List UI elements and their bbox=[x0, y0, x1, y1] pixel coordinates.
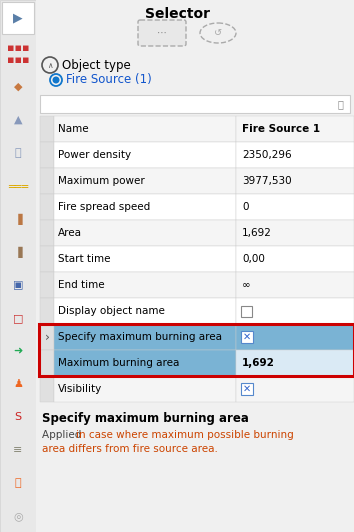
Text: ═══: ═══ bbox=[8, 181, 28, 191]
Text: Display object name: Display object name bbox=[58, 306, 165, 316]
Bar bbox=[40, 220, 54, 246]
Text: ≡: ≡ bbox=[13, 445, 23, 455]
Text: End time: End time bbox=[58, 280, 105, 290]
Bar bbox=[54, 246, 236, 272]
Bar bbox=[54, 298, 236, 324]
Bar bbox=[40, 272, 54, 298]
Text: ↺: ↺ bbox=[214, 28, 222, 38]
Text: ⌒: ⌒ bbox=[15, 148, 21, 158]
Text: 0,00: 0,00 bbox=[242, 254, 265, 264]
Text: ▐: ▐ bbox=[14, 213, 22, 225]
Bar bbox=[236, 376, 354, 402]
Text: 2350,296: 2350,296 bbox=[242, 150, 292, 160]
Bar bbox=[236, 168, 354, 194]
Text: ∧: ∧ bbox=[47, 61, 53, 70]
Text: in case where maximum possible burning: in case where maximum possible burning bbox=[76, 430, 294, 440]
Bar bbox=[40, 246, 54, 272]
Bar bbox=[236, 246, 354, 272]
Text: ◆: ◆ bbox=[14, 82, 22, 92]
Text: ▪▪▪
▪▪▪: ▪▪▪ ▪▪▪ bbox=[7, 43, 29, 65]
FancyBboxPatch shape bbox=[138, 20, 186, 46]
Text: Object type: Object type bbox=[62, 59, 131, 71]
Bar bbox=[54, 376, 236, 402]
Text: S: S bbox=[15, 412, 22, 422]
Text: 1,692: 1,692 bbox=[242, 358, 275, 368]
Text: Maximum power: Maximum power bbox=[58, 176, 145, 186]
Bar bbox=[54, 272, 236, 298]
Text: Visibility: Visibility bbox=[58, 384, 102, 394]
Text: Name: Name bbox=[58, 124, 88, 134]
Circle shape bbox=[52, 77, 59, 84]
Text: 🔍: 🔍 bbox=[337, 99, 343, 109]
Bar bbox=[54, 168, 236, 194]
Bar bbox=[236, 272, 354, 298]
Bar bbox=[236, 142, 354, 168]
Text: Fire Source 1: Fire Source 1 bbox=[242, 124, 320, 134]
Bar bbox=[241, 331, 253, 343]
Text: Fire Source (1): Fire Source (1) bbox=[66, 73, 152, 87]
Bar bbox=[0, 0, 36, 532]
Text: Start time: Start time bbox=[58, 254, 110, 264]
Bar bbox=[54, 324, 236, 350]
Bar bbox=[54, 194, 236, 220]
Text: Maximum burning area: Maximum burning area bbox=[58, 358, 179, 368]
Bar bbox=[236, 116, 354, 142]
Bar bbox=[40, 298, 54, 324]
Bar bbox=[241, 305, 252, 317]
Text: ✕: ✕ bbox=[243, 332, 251, 342]
Text: □: □ bbox=[13, 313, 23, 323]
Text: Area: Area bbox=[58, 228, 82, 238]
Bar bbox=[40, 324, 54, 350]
Text: Specify maximum burning area: Specify maximum burning area bbox=[58, 332, 222, 342]
Bar bbox=[2, 2, 34, 34]
Text: ♟: ♟ bbox=[13, 379, 23, 389]
Bar bbox=[40, 95, 350, 113]
Bar bbox=[54, 350, 236, 376]
Text: 0: 0 bbox=[242, 202, 249, 212]
Text: 1,692: 1,692 bbox=[242, 228, 272, 238]
Text: ▶: ▶ bbox=[13, 12, 23, 24]
Text: Selector: Selector bbox=[144, 7, 210, 21]
Bar bbox=[40, 194, 54, 220]
Text: Fire spread speed: Fire spread speed bbox=[58, 202, 150, 212]
Bar bbox=[236, 324, 354, 350]
Bar bbox=[40, 376, 54, 402]
Text: ✕: ✕ bbox=[243, 384, 251, 394]
Bar bbox=[40, 350, 54, 376]
Bar bbox=[39, 324, 354, 376]
Text: Power density: Power density bbox=[58, 150, 131, 160]
Ellipse shape bbox=[200, 23, 236, 43]
Bar bbox=[54, 142, 236, 168]
Bar bbox=[36, 0, 354, 532]
Text: ▐: ▐ bbox=[14, 246, 22, 257]
Bar bbox=[40, 142, 54, 168]
Text: ▲: ▲ bbox=[14, 115, 22, 125]
Bar bbox=[236, 350, 354, 376]
Text: ◎: ◎ bbox=[13, 511, 23, 521]
Text: ⋯: ⋯ bbox=[157, 28, 167, 38]
Text: area differs from fire source area.: area differs from fire source area. bbox=[42, 444, 218, 454]
Bar bbox=[54, 220, 236, 246]
Text: Applied: Applied bbox=[42, 430, 85, 440]
Text: Specify maximum burning area: Specify maximum burning area bbox=[42, 412, 249, 425]
Bar bbox=[236, 298, 354, 324]
Text: ›: › bbox=[45, 330, 50, 344]
Bar bbox=[241, 383, 253, 395]
Bar bbox=[236, 194, 354, 220]
Bar bbox=[236, 220, 354, 246]
Text: ➜: ➜ bbox=[13, 346, 23, 356]
Bar bbox=[40, 168, 54, 194]
Text: 3977,530: 3977,530 bbox=[242, 176, 292, 186]
Text: ▣: ▣ bbox=[13, 280, 23, 290]
Bar bbox=[54, 116, 236, 142]
Text: 🔥: 🔥 bbox=[15, 478, 21, 488]
Text: ∞: ∞ bbox=[242, 280, 251, 290]
Bar bbox=[40, 116, 54, 142]
